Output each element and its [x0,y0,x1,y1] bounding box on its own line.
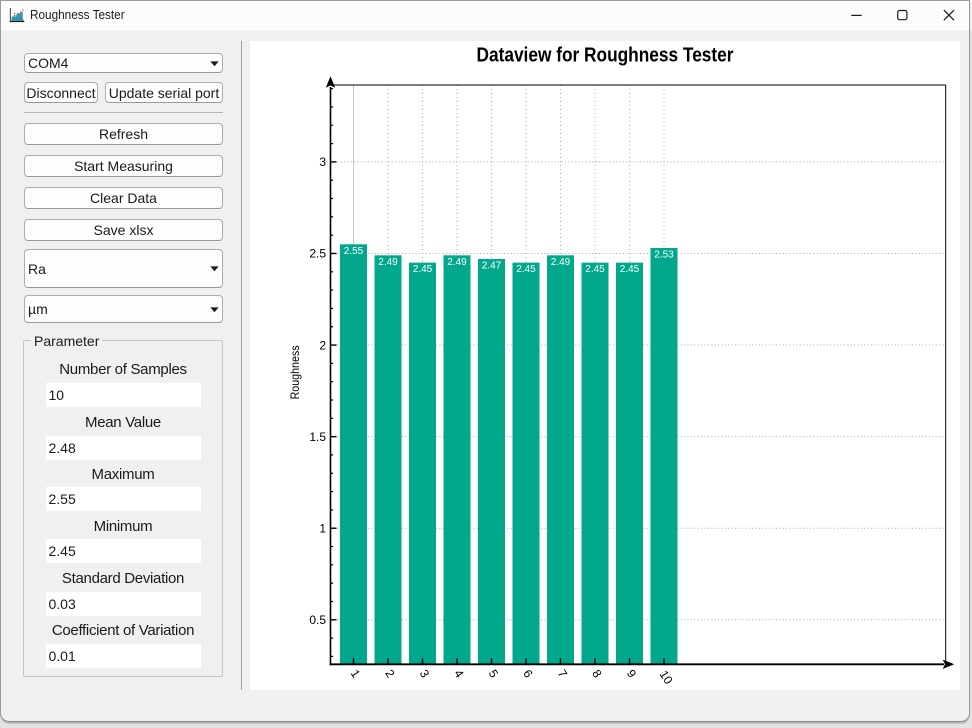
svg-text:2: 2 [319,338,326,352]
svg-text:2.45: 2.45 [585,264,605,275]
svg-text:2.47: 2.47 [482,260,502,271]
svg-text:2.55: 2.55 [344,246,364,257]
svg-text:3: 3 [319,155,326,169]
svg-text:2.45: 2.45 [620,264,640,275]
svg-text:2.45: 2.45 [516,264,536,275]
svg-text:2.49: 2.49 [447,257,467,268]
svg-text:2.45: 2.45 [413,264,433,275]
svg-text:1.5: 1.5 [309,430,326,444]
svg-text:Roughness: Roughness [288,345,302,399]
svg-text:2.49: 2.49 [551,257,571,268]
svg-text:1: 1 [319,521,326,535]
svg-text:2.49: 2.49 [378,257,398,268]
svg-text:2.53: 2.53 [654,249,674,260]
svg-text:2.5: 2.5 [309,247,326,261]
svg-text:0.5: 0.5 [309,613,326,627]
svg-text:Dataview for Roughness Tester: Dataview for Roughness Tester [477,44,734,66]
